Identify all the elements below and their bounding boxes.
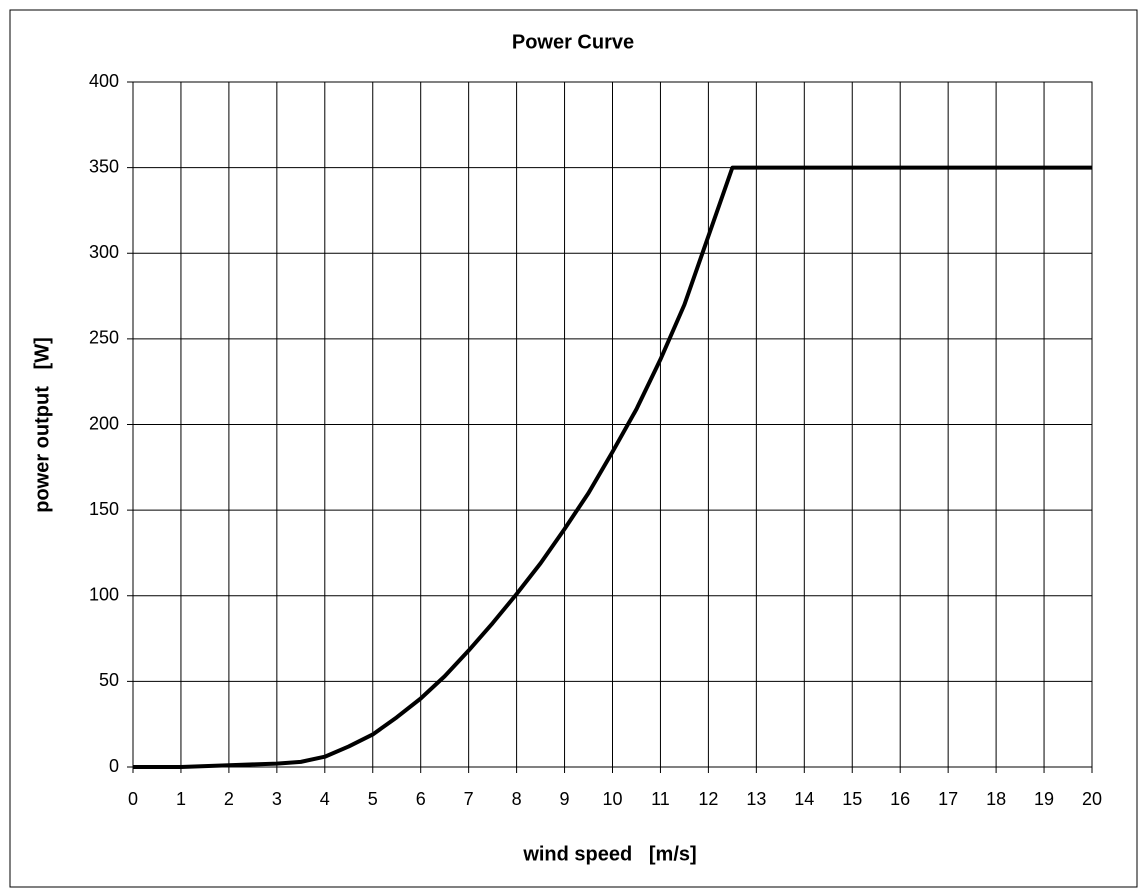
x-tick-label: 20 — [1082, 789, 1102, 809]
x-tick-label: 0 — [128, 789, 138, 809]
y-tick-label: 300 — [89, 242, 119, 262]
x-tick-label: 4 — [320, 789, 330, 809]
y-axis-label: power output [W] — [31, 337, 53, 513]
x-tick-label: 2 — [224, 789, 234, 809]
line — [133, 165, 1092, 769]
x-tick-label: 11 — [651, 789, 670, 809]
x-tick-label: 8 — [512, 789, 522, 809]
x-tick-label: 1 — [176, 789, 186, 809]
x-tick-label: 10 — [602, 789, 622, 809]
chart-title: Power Curve — [512, 31, 634, 53]
x-tick-label: 14 — [794, 789, 814, 809]
x-tick-label: 19 — [1034, 789, 1054, 809]
y-tick-label: 100 — [89, 585, 119, 605]
plot-border — [132, 81, 1093, 768]
x-tick-label: 18 — [986, 789, 1006, 809]
y-tick-label: 250 — [89, 328, 119, 348]
x-tick-label: 13 — [746, 789, 766, 809]
x-tick-label: 12 — [698, 789, 718, 809]
y-tick-label: 200 — [89, 413, 119, 433]
x-tick-label: 6 — [416, 789, 426, 809]
x-tick-label: 16 — [890, 789, 910, 809]
y-tick-label: 400 — [89, 71, 119, 91]
x-tick-label: 5 — [368, 789, 378, 809]
y-tick-label: 150 — [89, 499, 119, 519]
chart-frame — [9, 9, 1138, 888]
y-tick-label: 350 — [89, 156, 119, 176]
x-axis-label: wind speed [m/s] — [522, 843, 696, 865]
x-tick-label: 9 — [560, 789, 570, 809]
y-tick-label: 50 — [99, 670, 119, 690]
x-tick-label: 3 — [272, 789, 282, 809]
y-tick-label: 0 — [109, 756, 119, 776]
x-tick-label: 15 — [842, 789, 862, 809]
x-tick-label: 7 — [464, 789, 474, 809]
x-tick-label: 17 — [938, 789, 958, 809]
